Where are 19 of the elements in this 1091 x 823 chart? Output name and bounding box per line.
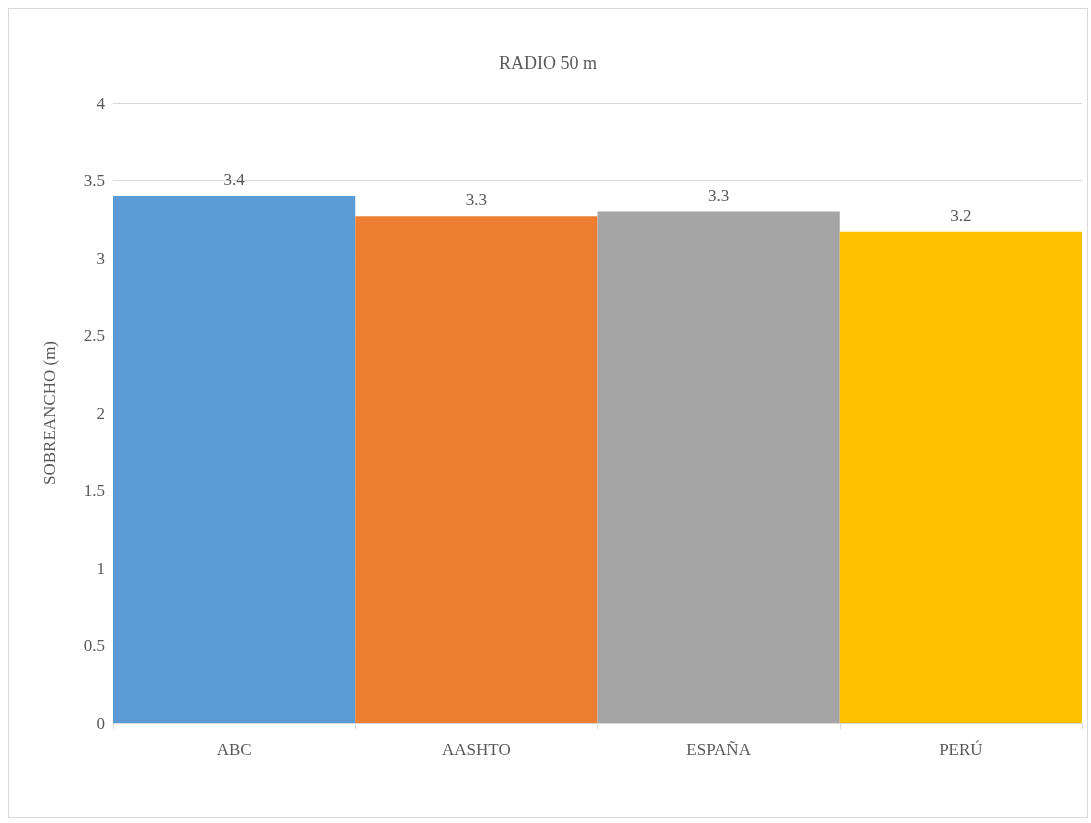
- x-tick-label: AASHTO: [442, 740, 511, 759]
- y-tick-label: 4: [96, 93, 106, 113]
- y-tick-label: 2.5: [83, 326, 105, 345]
- y-tick-label: 3.5: [83, 171, 105, 190]
- y-tick-label: 2: [96, 403, 105, 423]
- data-label: 3.3: [708, 185, 730, 205]
- y-tick-label: 1.5: [83, 481, 105, 500]
- x-tick-label: PERÚ: [939, 740, 983, 759]
- data-label: 3.3: [465, 190, 487, 210]
- y-tick-label: 0.5: [83, 636, 105, 655]
- y-tick-label: 0: [96, 713, 105, 733]
- y-axis-title: SOBREANCHO (m): [40, 340, 59, 486]
- y-tick-label: 3: [96, 248, 105, 268]
- data-label: 3.2: [950, 205, 972, 225]
- data-label: 3.4: [223, 170, 246, 189]
- x-tick-label: ESPAÑA: [686, 740, 752, 759]
- chart-title: RADIO 50 m: [499, 53, 597, 73]
- y-tick-label: 1: [96, 558, 105, 578]
- x-tick-label: ABC: [216, 740, 252, 759]
